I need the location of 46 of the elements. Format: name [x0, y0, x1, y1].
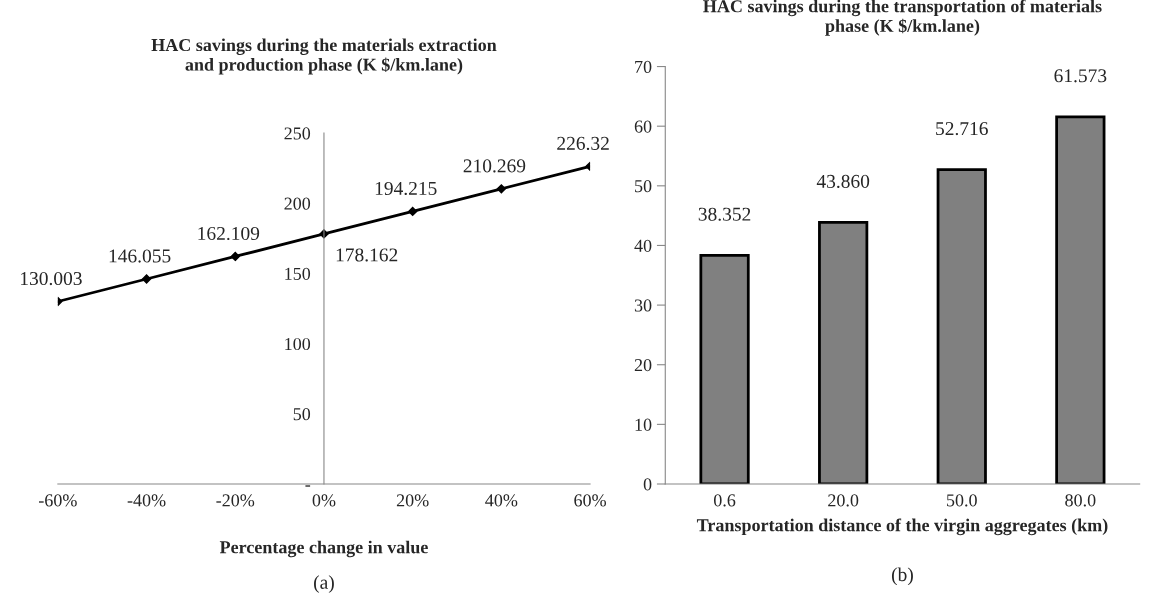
data-label: 178.162: [336, 248, 398, 262]
y-tick-label: 50: [635, 180, 652, 193]
text: (b): [891, 567, 913, 586]
y-tick-label: 150: [285, 267, 311, 280]
text: 38.352: [698, 207, 751, 221]
chart-title: HAC savings during the materials extraction and production phase (K $/km.lane): [151, 38, 497, 75]
chart-title: HAC savings during the transportation of materials phase (K $/km.lane): [703, 0, 1102, 36]
y-tick-label: 10: [635, 418, 652, 431]
x-tick-label: 40%: [485, 494, 518, 507]
y-tick-label: 60: [634, 120, 652, 133]
x-tick-label: 80.0: [1065, 494, 1096, 507]
x-axis-title: Transportation distance of the virgin aggregates (km): [696, 518, 1108, 536]
y-tick-label: 40: [634, 239, 652, 252]
y-tick-label: 70: [635, 60, 652, 73]
point: [230, 251, 240, 262]
y-tick-label: 250: [284, 127, 311, 140]
data-label: 162.109: [198, 226, 260, 241]
text: (a): [314, 575, 334, 593]
y-tick-label: 50: [293, 408, 311, 421]
data-label: 210.269: [463, 159, 526, 173]
y-tick-label: 0: [643, 478, 652, 491]
y-tick-label: 100: [285, 337, 311, 351]
x-tick-label: 20.0: [828, 494, 859, 507]
text: 61.573: [1054, 69, 1107, 83]
x-tick-label: -40%: [127, 494, 166, 507]
x-tick-label: 20%: [396, 494, 429, 507]
y-tick-label: 20: [634, 358, 652, 372]
data-label: 146.055: [109, 249, 171, 263]
data-label: 130.003: [21, 271, 82, 286]
text: 43.860: [816, 174, 870, 189]
y-tick-label: 30: [634, 299, 652, 312]
x-tick-label: -60%: [38, 494, 77, 507]
x-tick-label: 50.0: [947, 494, 977, 507]
text: 52.716: [936, 122, 988, 136]
x-tick-label: 60%: [574, 494, 606, 507]
x-tick-label: 0%: [312, 494, 336, 507]
data-label: 226.32: [557, 136, 609, 150]
x-tick-label: -20%: [216, 494, 255, 507]
point: [496, 184, 506, 194]
y-tick-label: 200: [284, 197, 311, 210]
x-tick-label: 0.6: [713, 494, 736, 507]
point: [408, 206, 418, 217]
y-tick-label: -: [305, 485, 311, 487]
data-label: 194.215: [375, 181, 437, 196]
point: [141, 274, 152, 284]
x-axis-title: Percentage change in value: [219, 540, 428, 558]
